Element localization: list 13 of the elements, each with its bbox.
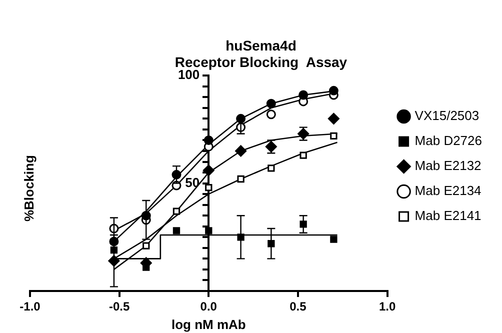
legend-label: Mab E2141 — [414, 208, 482, 224]
y-axis-title: %Blocking — [22, 155, 37, 222]
x-tick-label: 0.0 — [200, 300, 218, 314]
legend-label: Mab E2132 — [414, 158, 482, 174]
x-tick-label: -1.0 — [20, 300, 41, 314]
x-tick-label: 1.0 — [378, 300, 396, 314]
legend-label: Mab D2726 — [414, 133, 482, 148]
legend-label: Mab E2134 — [414, 183, 482, 198]
x-tick-label: 0.5 — [290, 300, 307, 314]
x-tick-label: -0.5 — [108, 300, 130, 314]
y-tick-label: 50 — [185, 174, 200, 190]
x-axis-title: log nM mAb — [171, 316, 246, 332]
legend-label: VX15/2503 — [414, 108, 480, 124]
